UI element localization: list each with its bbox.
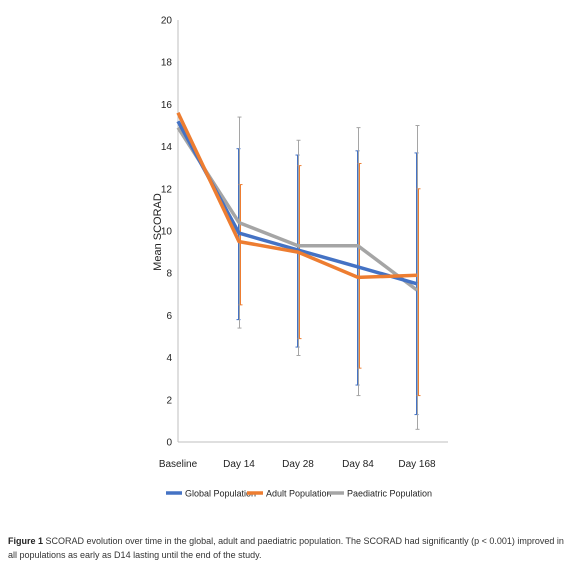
y-tick-label: 20 <box>161 16 173 27</box>
legend-label-adult-population: Adult Population <box>266 489 332 499</box>
y-tick-label: 12 <box>161 184 173 195</box>
x-tick-label: Day 84 <box>342 459 374 470</box>
x-tick-label: Day 28 <box>282 459 314 470</box>
x-tick-label: Baseline <box>159 459 198 470</box>
figure-caption: Figure 1 SCORAD evolution over time in t… <box>8 534 573 562</box>
chart-axes: 0 2 4 6 8 10 12 14 16 18 20 Baseline Day 14 Day 28 Day… <box>152 16 448 470</box>
y-axis-label: Mean SCORAD <box>152 193 164 271</box>
figure-caption-text: SCORAD evolution over time in the global… <box>8 536 564 560</box>
y-tick-label: 16 <box>161 100 173 111</box>
y-tick-label: 0 <box>166 438 172 449</box>
legend-label-paediatric-population: Paediatric Population <box>347 489 432 499</box>
figure-label: Figure 1 <box>8 536 44 546</box>
series-line-adult-population <box>176 112 418 280</box>
series-lines <box>176 112 419 292</box>
x-tick-label: Day 168 <box>398 459 436 470</box>
y-tick-label: 18 <box>161 58 173 69</box>
y-tick-label: 6 <box>166 311 172 322</box>
y-tick-label: 10 <box>161 227 173 238</box>
x-tick-label: Day 14 <box>223 459 255 470</box>
y-tick-label: 4 <box>166 353 172 364</box>
y-tick-label: 14 <box>161 142 173 153</box>
legend-label-global-population: Global Population <box>185 489 256 499</box>
chart-legend: Global Population Adult Population Paediat… <box>166 489 432 499</box>
scorad-line-chart: 0 2 4 6 8 10 12 14 16 18 20 Baseline Day 14 Day 28 Day… <box>152 16 448 499</box>
y-tick-label: 8 <box>166 269 172 280</box>
series-line-paediatric-population <box>176 126 419 292</box>
y-tick-label: 2 <box>166 395 172 406</box>
